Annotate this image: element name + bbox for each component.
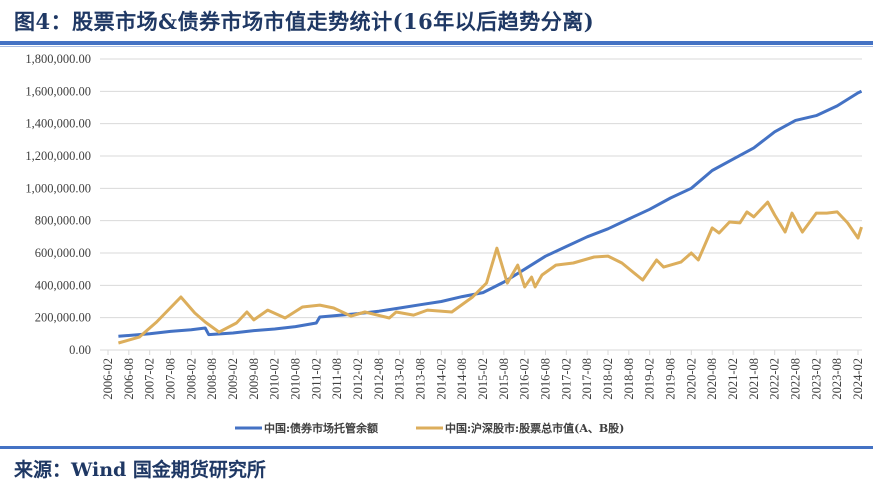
- x-tick-label: 2016-02: [518, 358, 532, 400]
- gridlines: [100, 58, 862, 351]
- x-tick-label: 2014-08: [455, 358, 469, 400]
- x-tick-label: 2018-08: [622, 358, 636, 400]
- legend-label-stock: 中国:沪深股市:股票总市值(A、B股): [445, 421, 624, 435]
- x-tick-label: 2007-02: [143, 358, 157, 400]
- x-tick-label: 2023-02: [809, 358, 823, 400]
- x-tick-label: 2015-08: [497, 358, 511, 400]
- title-divider-thin: [0, 46, 873, 47]
- y-tick-label: 400,000.00: [35, 278, 91, 292]
- x-tick-label: 2008-02: [184, 358, 198, 400]
- y-tick-label: 200,000.00: [35, 311, 91, 325]
- footer-divider: [0, 446, 873, 449]
- x-tick-label: 2015-02: [476, 358, 490, 400]
- y-tick-label: 600,000.00: [35, 246, 91, 260]
- x-tick-label: 2017-08: [580, 358, 594, 400]
- x-tick-label: 2022-08: [789, 358, 803, 400]
- x-tick-label: 2012-02: [351, 358, 365, 400]
- x-tick-label: 2014-02: [434, 358, 448, 400]
- x-tick-label: 2013-08: [414, 358, 428, 400]
- x-tick-label: 2019-02: [643, 358, 657, 400]
- x-tick-label: 2011-08: [330, 358, 344, 399]
- x-tick-label: 2021-08: [747, 358, 761, 400]
- x-tick-label: 2008-08: [205, 358, 219, 400]
- title-divider: [0, 41, 873, 45]
- page-title: 图4：股票市场&债券市场市值走势统计(16年以后趋势分离): [14, 9, 595, 34]
- x-tick-label: 2006-02: [101, 358, 115, 400]
- x-tick-label: 2024-02: [851, 358, 865, 400]
- y-tick-label: 1,000,000.00: [25, 181, 91, 195]
- legend: 中国:债券市场托管余额 中国:沪深股市:股票总市值(A、B股): [235, 421, 624, 435]
- y-tick-label: 1,200,000.00: [25, 149, 91, 163]
- x-tick-label: 2012-08: [372, 358, 386, 400]
- x-tick-label: 2018-02: [601, 358, 615, 400]
- x-axis: 2006-02 2006-08 2007-02 2007-08 2008-02 2008-…: [100, 349, 865, 400]
- x-tick-label: 2020-08: [705, 358, 719, 400]
- x-tick-label: 2009-02: [226, 358, 240, 400]
- y-tick-label: 1,600,000.00: [25, 84, 91, 98]
- x-tick-label: 2010-02: [268, 358, 282, 400]
- x-tick-label: 2022-02: [768, 358, 782, 400]
- y-tick-label: 0.00: [69, 343, 91, 357]
- series-line-stock-market-cap: [117, 200, 863, 345]
- x-tick-label: 2011-02: [309, 358, 323, 399]
- x-tick-label: 2013-02: [393, 358, 407, 400]
- series-lines: [117, 89, 863, 345]
- series-line-bond-custody: [118, 89, 863, 338]
- x-tick-label: 2023-08: [830, 358, 844, 400]
- y-tick-label: 1,400,000.00: [25, 117, 91, 131]
- legend-label-bond: 中国:债券市场托管余额: [264, 421, 378, 435]
- x-tick-label: 2020-02: [684, 358, 698, 400]
- x-tick-label: 2009-08: [247, 358, 261, 400]
- y-axis-ticks: 0.00 200,000.00 400,000.00 600,000.00 800,00…: [25, 52, 91, 357]
- x-tick-label: 2017-02: [559, 358, 573, 400]
- source-note: 来源：Wind 国金期货研究所: [14, 459, 266, 481]
- x-tick-label: 2007-08: [164, 358, 178, 400]
- y-tick-label: 800,000.00: [35, 214, 91, 228]
- x-tick-label: 2016-08: [539, 358, 553, 400]
- x-tick-label: 2021-02: [726, 358, 740, 400]
- x-tick-label: 2010-08: [289, 358, 303, 400]
- x-tick-label: 2019-08: [664, 358, 678, 400]
- y-tick-label: 1,800,000.00: [25, 52, 91, 66]
- x-tick-label: 2006-08: [122, 358, 136, 400]
